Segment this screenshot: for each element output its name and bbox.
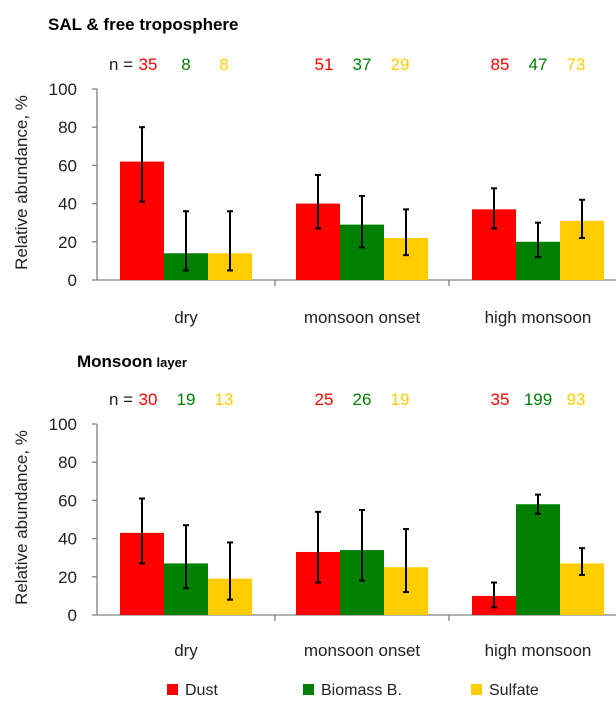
y-tick-label: 100 (49, 80, 77, 99)
panel-title: Monsoon layer (77, 352, 187, 371)
n-count-dust-monsoon-onset: 51 (315, 55, 334, 74)
n-count-dust-dry: 35 (139, 55, 158, 74)
n-count-sulfate-dry: 8 (219, 55, 228, 74)
n-count-biomass-b-high-monsoon: 199 (524, 390, 552, 409)
n-prefix: n = (109, 390, 133, 409)
panel-monsoon-layer: Monsoon layer n = Relative abundance, % 0 20 4… (12, 352, 616, 660)
n-count-sulfate-high-monsoon: 93 (567, 390, 586, 409)
legend-label-dust: Dust (185, 682, 218, 699)
legend-swatch-dust (167, 684, 178, 695)
category-label-dry: dry (174, 641, 198, 660)
y-axis-label: Relative abundance, % (12, 430, 31, 605)
category-label-dry: dry (174, 308, 198, 327)
n-count-dust-high-monsoon: 35 (491, 390, 510, 409)
y-tick-label: 20 (58, 568, 77, 587)
y-tick-label: 80 (58, 453, 77, 472)
y-axis-label: Relative abundance, % (12, 95, 31, 270)
panel-title-main: Monsoon (77, 352, 153, 371)
category-label-monsoon-onset: monsoon onset (304, 308, 421, 327)
legend-label-biomass-b: Biomass B. (321, 682, 402, 699)
y-tick-label: 100 (49, 415, 77, 434)
n-count-dust-high-monsoon: 85 (491, 55, 510, 74)
n-count-biomass-b-monsoon-onset: 26 (353, 390, 372, 409)
n-count-biomass-b-dry: 19 (177, 390, 196, 409)
n-count-biomass-b-high-monsoon: 47 (529, 55, 548, 74)
n-count-biomass-b-dry: 8 (181, 55, 190, 74)
category-label-high-monsoon: high monsoon (485, 641, 592, 660)
y-tick-label: 40 (58, 530, 77, 549)
n-prefix: n = (109, 55, 133, 74)
n-count-sulfate-dry: 13 (215, 390, 234, 409)
n-count-sulfate-high-monsoon: 73 (567, 55, 586, 74)
n-count-sulfate-monsoon-onset: 19 (391, 390, 410, 409)
y-tick-label: 20 (58, 233, 77, 252)
y-tick-label: 60 (58, 156, 77, 175)
category-label-monsoon-onset: monsoon onset (304, 641, 421, 660)
category-label-high-monsoon: high monsoon (485, 308, 592, 327)
y-tick-label: 60 (58, 491, 77, 510)
panel-title-suffix: layer (157, 355, 187, 370)
y-tick-label: 80 (58, 118, 77, 137)
y-tick-label: 0 (68, 271, 77, 290)
n-count-biomass-b-monsoon-onset: 37 (353, 55, 372, 74)
legend-swatch-sulfate (471, 684, 482, 695)
panel-title-main: SAL & free troposphere (48, 15, 239, 34)
n-count-sulfate-monsoon-onset: 29 (391, 55, 410, 74)
legend-swatch-biomass-b (303, 684, 314, 695)
y-tick-label: 0 (68, 606, 77, 625)
n-count-dust-monsoon-onset: 25 (315, 390, 334, 409)
bar-biomass-b-high-monsoon (516, 504, 560, 615)
panel-sal-free-troposphere: SAL & free troposphere n = Relative abunda… (12, 15, 616, 327)
legend: Dust Biomass B. Sulfate (167, 682, 539, 699)
y-tick-label: 40 (58, 195, 77, 214)
panel-title: SAL & free troposphere (48, 15, 239, 34)
legend-label-sulfate: Sulfate (489, 682, 539, 699)
n-count-dust-dry: 30 (139, 390, 158, 409)
